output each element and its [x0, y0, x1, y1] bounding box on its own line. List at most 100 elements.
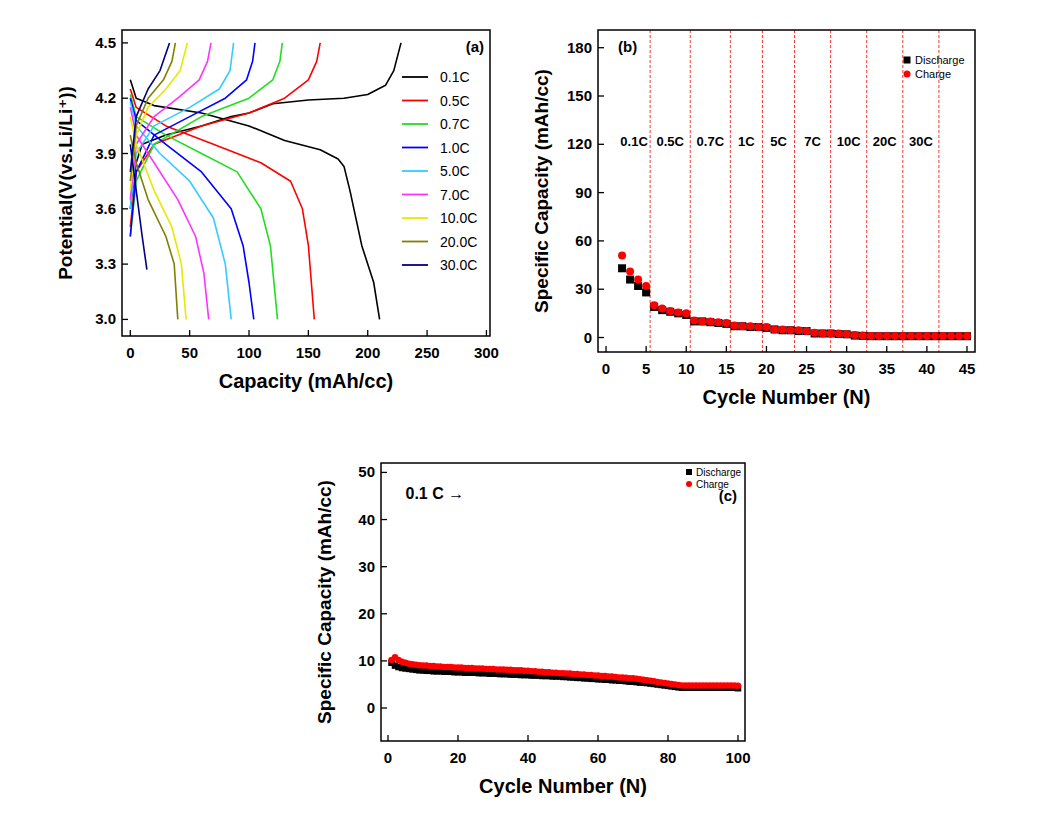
point — [634, 276, 642, 284]
legend-swatch — [402, 100, 428, 102]
y-tick — [122, 153, 128, 154]
rate-label: 0.1C — [620, 134, 648, 149]
legend: DischargeCharge — [686, 467, 741, 490]
curve — [130, 43, 320, 320]
point — [947, 332, 955, 340]
rate-divider — [794, 30, 795, 352]
y-tick — [381, 613, 387, 614]
x-tick — [886, 346, 887, 352]
point — [787, 326, 795, 334]
point — [851, 331, 859, 339]
figure: 0501001502002503003.03.33.63.94.24.5Capa… — [0, 0, 1062, 833]
y-tick — [122, 208, 128, 209]
point — [931, 332, 939, 340]
point — [730, 322, 738, 330]
rate-divider — [690, 30, 691, 352]
y-tick-label: 3.3 — [95, 255, 116, 272]
x-tick-label: 100 — [725, 749, 750, 766]
point — [907, 332, 915, 340]
curve — [130, 43, 211, 320]
point — [658, 305, 666, 313]
point — [698, 317, 706, 325]
legend-swatch — [402, 264, 428, 266]
x-tick-label: 40 — [919, 360, 936, 377]
point — [618, 264, 626, 272]
point — [642, 282, 650, 290]
rate-divider — [730, 30, 731, 352]
y-tick — [381, 660, 387, 661]
plot-area — [388, 654, 741, 692]
x-tick — [426, 330, 427, 336]
point — [843, 330, 851, 338]
point — [835, 330, 843, 338]
point — [827, 329, 835, 337]
y-tick — [122, 319, 128, 320]
y-tick — [122, 263, 128, 264]
legend: 0.1C0.5C0.7C1.0C5.0C7.0C10.0C20.0C30.0C — [402, 69, 477, 273]
point — [939, 332, 947, 340]
point — [899, 332, 907, 340]
legend-swatch — [402, 217, 428, 219]
y-tick-label: 40 — [358, 511, 375, 528]
curve — [130, 43, 169, 270]
rate-label: 7C — [804, 134, 821, 149]
point — [955, 332, 963, 340]
point — [762, 324, 770, 332]
point — [618, 251, 626, 259]
y-tick-label: 180 — [567, 39, 592, 56]
y-tick — [381, 707, 387, 708]
legend-swatch — [686, 481, 692, 487]
x-tick-label: 0 — [126, 344, 134, 361]
x-tick — [387, 735, 388, 741]
point — [835, 329, 843, 337]
point — [626, 268, 634, 276]
y-tick — [598, 337, 604, 338]
x-tick-label: 30 — [838, 360, 855, 377]
x-tick — [527, 735, 528, 741]
point — [819, 329, 827, 337]
y-tick-label: 20 — [358, 605, 375, 622]
y-tick-label: 0 — [584, 329, 592, 346]
x-tick — [130, 330, 131, 336]
point — [923, 332, 931, 340]
legend-label: Discharge — [696, 467, 741, 478]
x-tick — [486, 330, 487, 336]
x-tick — [686, 346, 687, 352]
x-tick-label: 100 — [237, 344, 262, 361]
y-tick — [381, 472, 387, 473]
point — [915, 332, 923, 340]
x-tick — [457, 735, 458, 741]
y-tick — [122, 42, 128, 43]
x-tick-label: 250 — [415, 344, 440, 361]
point — [738, 322, 746, 330]
point — [778, 326, 786, 334]
y-axis-label: Potential(V(vs.Li/Li⁺)) — [55, 86, 76, 280]
rate-label: 0.5C — [656, 134, 684, 149]
x-tick — [726, 346, 727, 352]
x-axis-label: Cycle Number (N) — [479, 775, 647, 797]
point — [923, 332, 931, 340]
point — [714, 318, 722, 326]
point — [931, 332, 939, 340]
legend-swatch — [402, 147, 428, 149]
x-tick-label: 200 — [355, 344, 380, 361]
point — [787, 326, 795, 334]
y-tick — [598, 47, 604, 48]
legend-label: 0.1C — [440, 69, 470, 85]
rate-label: 1C — [738, 134, 755, 149]
x-tick-label: 80 — [660, 749, 677, 766]
y-tick-label: 60 — [575, 232, 592, 249]
x-tick — [248, 330, 249, 336]
legend-label: Charge — [915, 68, 951, 80]
legend-label: Charge — [696, 479, 729, 490]
point — [698, 317, 706, 325]
point — [778, 325, 786, 333]
point — [867, 332, 875, 340]
x-tick — [926, 346, 927, 352]
point — [883, 332, 891, 340]
point — [843, 330, 851, 338]
legend-label: 20.0C — [440, 234, 477, 250]
y-tick-label: 4.5 — [95, 34, 116, 51]
x-tick — [605, 346, 606, 352]
legend-label: 30.0C — [440, 257, 477, 273]
